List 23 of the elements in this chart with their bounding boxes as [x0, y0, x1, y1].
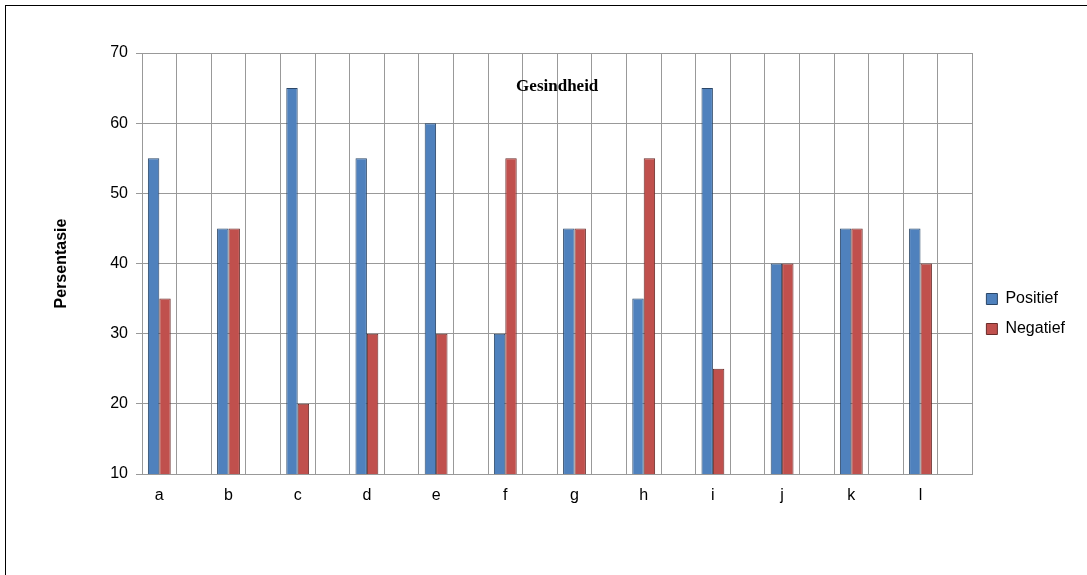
x-tick-label: b [224, 486, 234, 504]
y-tick-label: 30 [110, 324, 129, 342]
x-tick-label: d [362, 486, 372, 504]
x-tick-label: e [431, 486, 441, 504]
x-tick-label: f [503, 486, 509, 504]
y-tick-label: 60 [110, 113, 129, 131]
x-tick-label: g [570, 486, 579, 504]
y-tick-label: 70 [110, 43, 129, 61]
x-tick-label: a [154, 486, 164, 504]
text: Gesindheid [516, 76, 599, 96]
x-tick-label: i [711, 486, 715, 504]
legend-label: Positief [1005, 289, 1059, 307]
y-tick-label: 40 [110, 253, 129, 271]
x-tick-label: h [639, 486, 649, 504]
y-tick-label: 50 [110, 183, 129, 201]
x-tick-label: k [847, 486, 857, 504]
x-tick-label: j [779, 486, 784, 504]
y-tick-label: 20 [110, 394, 129, 412]
legend-label: Negatief [1005, 319, 1066, 337]
y-axis-title: Persentasie [52, 218, 70, 309]
x-tick-label: l [918, 486, 923, 504]
x-tick-label: c [293, 486, 302, 504]
y-tick-label: 10 [110, 464, 129, 482]
